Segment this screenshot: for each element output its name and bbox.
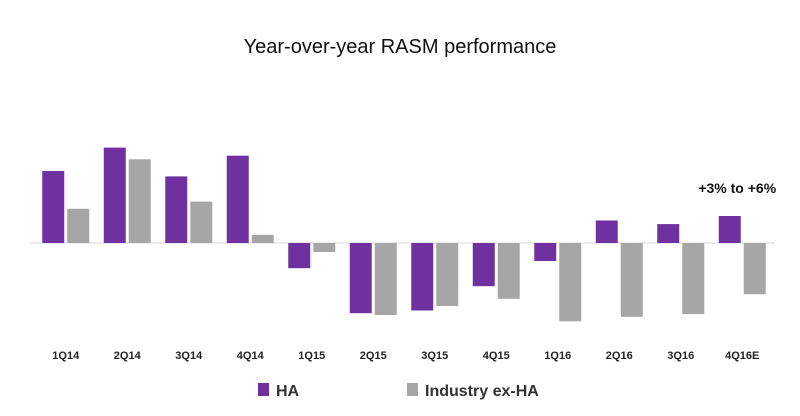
bar-industry-4q14 <box>251 234 274 243</box>
x-tick-label: 4Q14 <box>237 350 265 362</box>
x-tick-label: 1Q15 <box>298 350 325 362</box>
legend-swatch-ha[interactable] <box>258 383 269 396</box>
bar-industry-2q14 <box>128 159 151 243</box>
bar-ha-1q14 <box>42 171 65 243</box>
x-tick-label: 3Q14 <box>175 350 203 362</box>
bar-industry-3q16 <box>682 243 705 315</box>
legend-swatch-industry[interactable] <box>407 383 418 396</box>
bar-ha-3q14 <box>165 176 188 243</box>
bar-ha-3q15 <box>411 243 434 311</box>
legend-label-industry[interactable]: Industry ex-HA <box>425 383 539 400</box>
bar-industry-4q15 <box>497 243 520 299</box>
bar-industry-1q15 <box>313 243 336 252</box>
legend[interactable]: HA Industry ex-HA <box>258 383 539 400</box>
bar-ha-2q15 <box>349 243 372 314</box>
bar-ha-3q16 <box>657 224 680 243</box>
bar-industry-4q16e <box>743 243 766 295</box>
x-tick-label: 1Q14 <box>52 350 80 362</box>
x-tick-label: 2Q14 <box>114 350 142 362</box>
x-tick-label: 3Q15 <box>421 350 448 362</box>
bar-ha-2q14 <box>103 147 126 243</box>
bar-ha-4q16e <box>718 216 741 243</box>
bar-industry-1q16 <box>559 243 582 322</box>
x-tick-labels: 1Q14 2Q14 3Q14 4Q14 1Q15 2Q15 3Q15 4Q15 1Q16 2Q16… <box>52 350 759 362</box>
x-tick-label: 2Q15 <box>360 350 387 362</box>
annotations: +3% to +6% <box>698 180 776 196</box>
x-tick-label: 2Q16 <box>606 350 633 362</box>
x-tick-label: 1Q16 <box>544 350 571 362</box>
bar-ha-2q16 <box>595 220 618 243</box>
x-tick-label: 4Q16E <box>725 350 759 362</box>
x-tick-label: 4Q15 <box>483 350 510 362</box>
bar-ha-4q14 <box>226 155 249 243</box>
annotation-label: +3% to +6% <box>698 180 776 196</box>
bar-ha-4q15 <box>472 243 495 287</box>
bar-industry-3q14 <box>190 201 213 243</box>
bars-group <box>42 147 766 322</box>
bar-industry-1q14 <box>67 208 90 243</box>
bar-ha-1q16 <box>534 243 557 261</box>
x-tick-label: 3Q16 <box>667 350 694 362</box>
bar-industry-2q15 <box>374 243 397 315</box>
bar-ha-1q15 <box>288 243 311 269</box>
chart-title: Year-over-year RASM performance <box>243 36 557 58</box>
bar-industry-2q16 <box>620 243 643 317</box>
bar-industry-3q15 <box>436 243 459 306</box>
legend-label-ha[interactable]: HA <box>276 383 300 400</box>
